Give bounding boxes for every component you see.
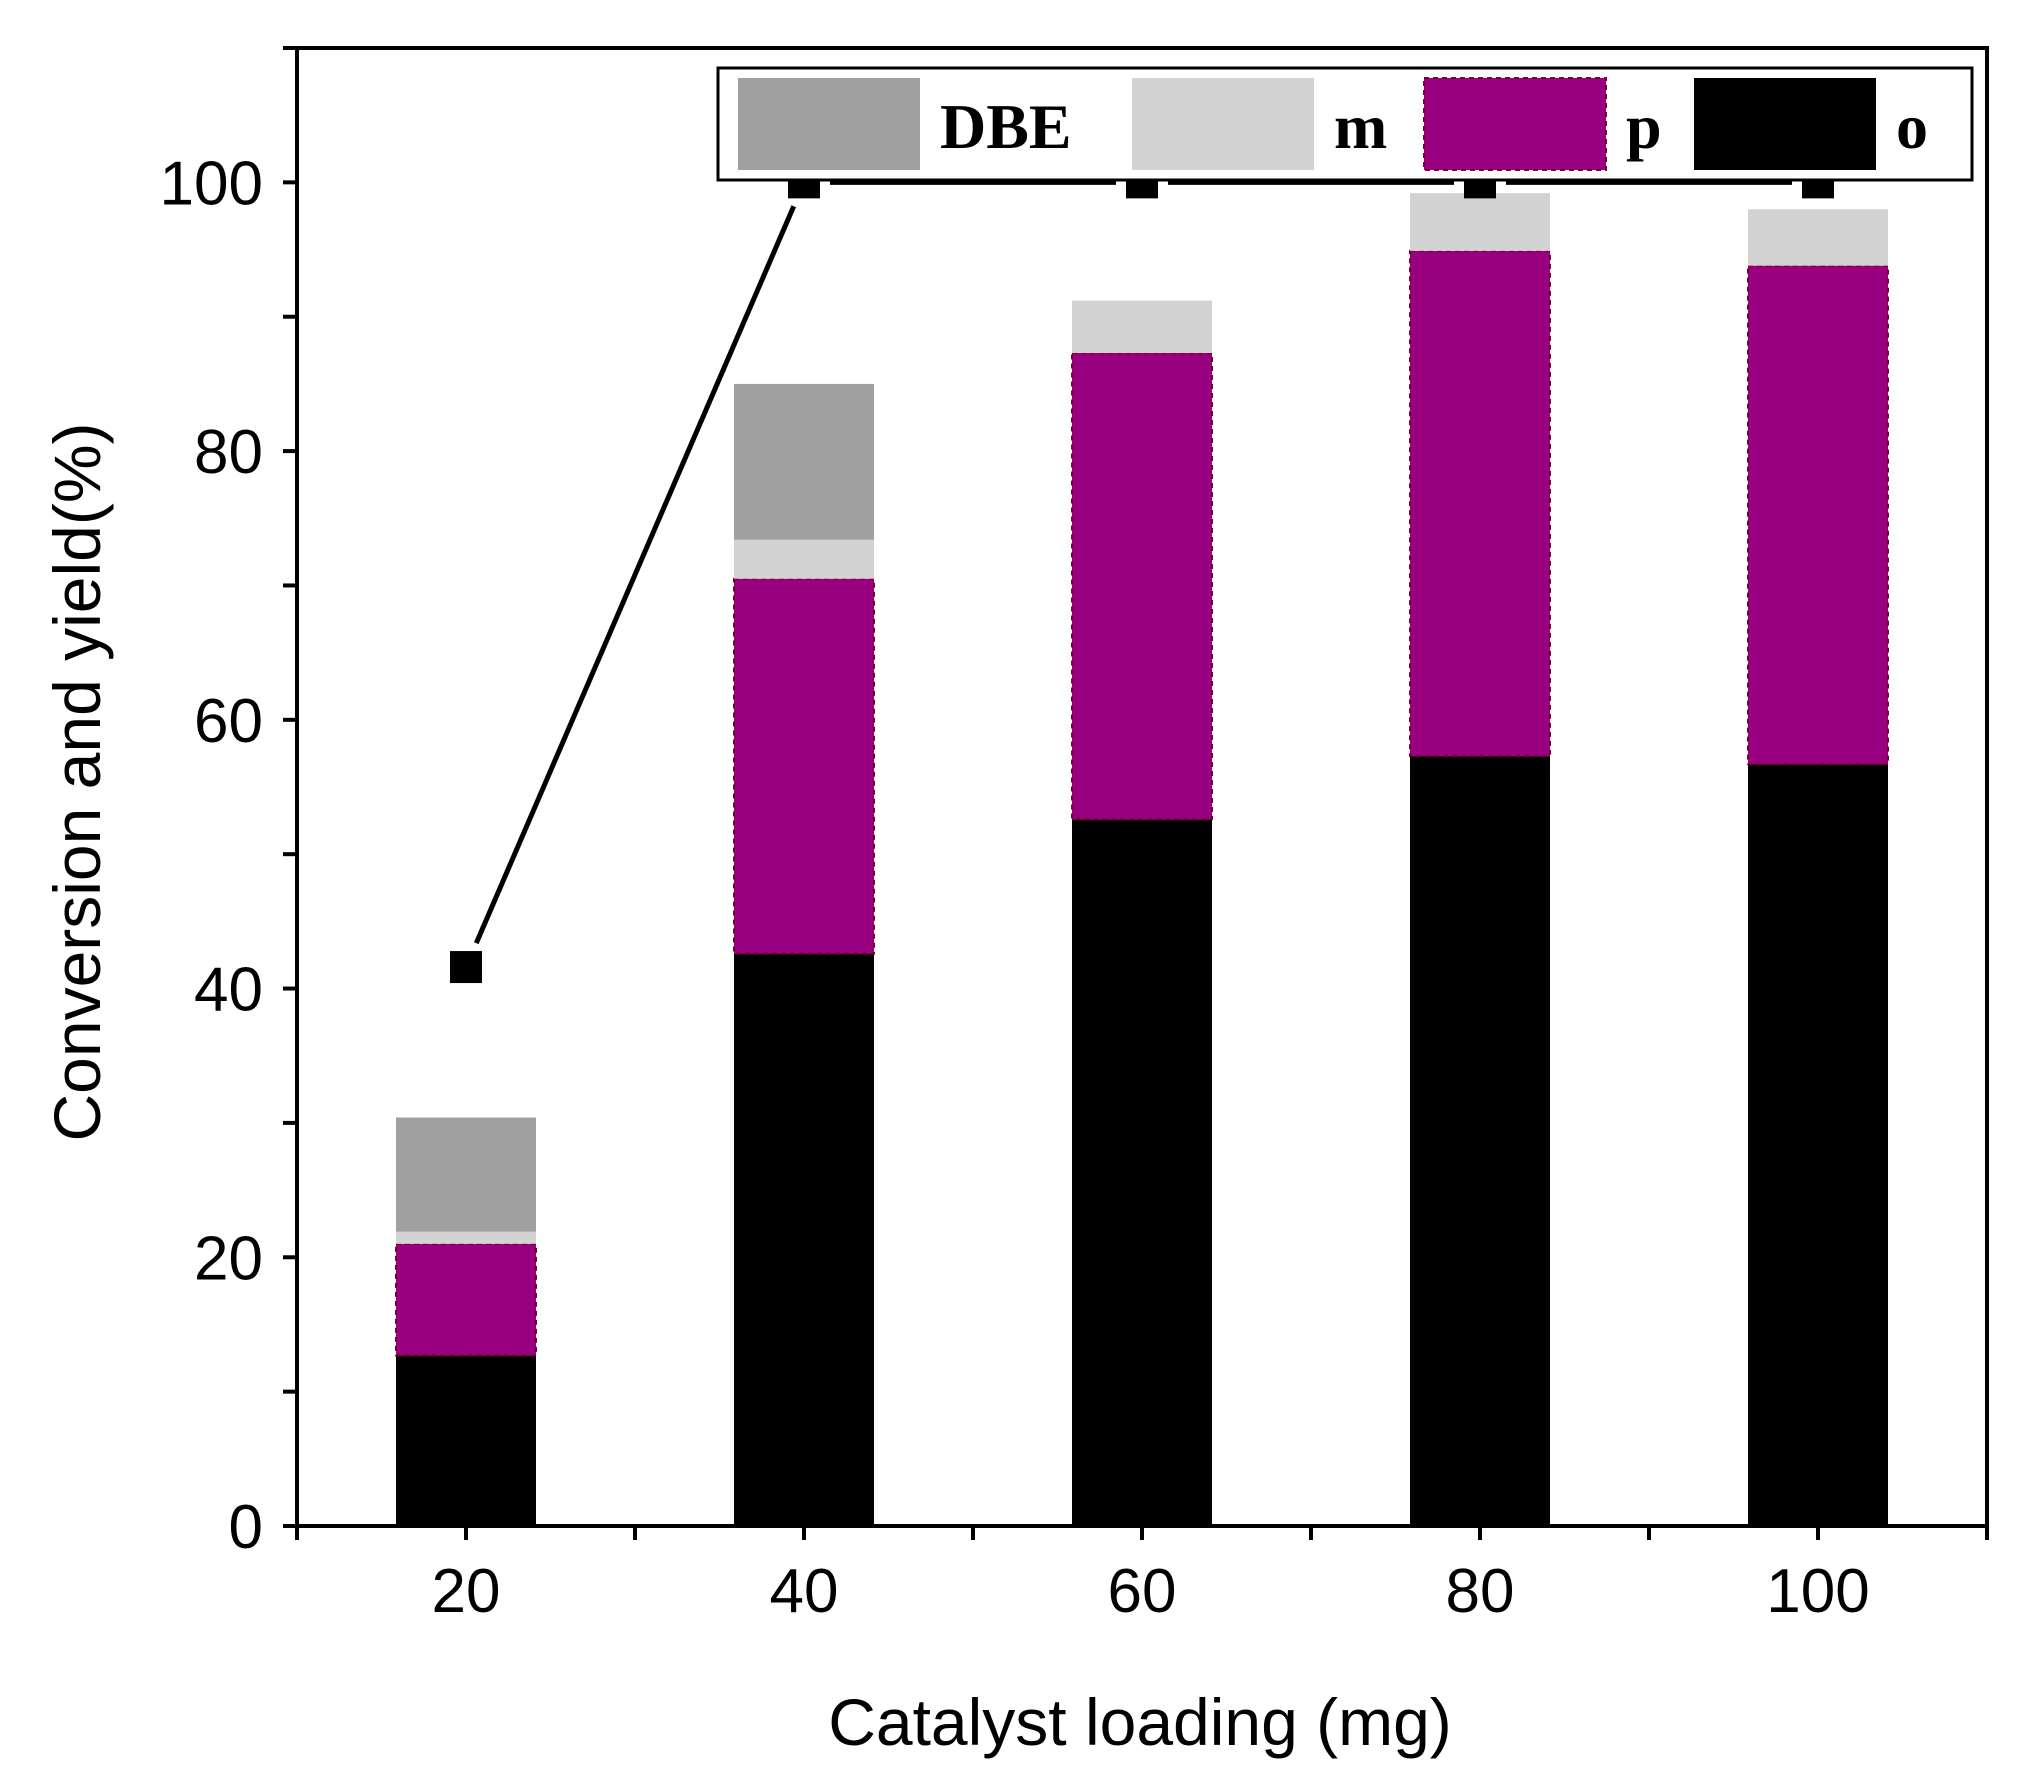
y-axis-title: Conversion and yield(%) (40, 422, 114, 1141)
bars-layer (395, 193, 1889, 1526)
bar-p-80 (1409, 249, 1551, 758)
ticks-layer: 0 20 40 60 80 100 20 40 60 80 100 (160, 46, 1989, 1626)
bar-o-80 (1410, 756, 1550, 1526)
bar-o-20 (396, 1355, 536, 1526)
y-tick-label-100: 100 (160, 149, 263, 218)
legend-swatch-o (1694, 78, 1876, 170)
legend-label-DBE: DBE (940, 91, 1072, 162)
bar-DBE-20 (396, 1117, 536, 1232)
legend-label-o: o (1896, 91, 1928, 162)
x-axis-title: Catalyst loading (mg) (828, 1685, 1452, 1759)
bar-o-40 (734, 953, 874, 1526)
y-tick-label-0: 0 (229, 1493, 263, 1562)
bar-m-80 (1410, 193, 1550, 251)
y-tick-label-40: 40 (194, 956, 263, 1025)
bar-m-100 (1748, 209, 1888, 266)
legend-swatch-p (1423, 77, 1607, 171)
bar-o-60 (1072, 819, 1212, 1526)
bar-m-40 (734, 539, 874, 579)
y-tick-label-80: 80 (194, 418, 263, 487)
x-tick-label-100: 100 (1766, 1557, 1869, 1626)
y-tick-label-60: 60 (194, 687, 263, 756)
bar-DBE-40 (734, 383, 874, 540)
legend-swatch-DBE (738, 78, 920, 170)
bar-p-60 (1071, 352, 1213, 821)
bar-p-40 (733, 577, 875, 955)
legend: DBE m p o (716, 66, 1974, 182)
bar-o-100 (1748, 764, 1888, 1526)
legend-label-p: p (1626, 91, 1662, 162)
conversion-line-segment-1 (473, 205, 797, 945)
legend-label-m: m (1334, 91, 1387, 162)
x-tick-label-20: 20 (432, 1557, 501, 1626)
legend-swatch-m (1132, 78, 1314, 170)
x-tick-label-40: 40 (770, 1557, 839, 1626)
bar-p-100 (1747, 264, 1889, 766)
y-tick-label-20: 20 (194, 1224, 263, 1293)
bar-p-20 (395, 1242, 537, 1357)
bar-m-60 (1072, 300, 1212, 354)
x-tick-label-60: 60 (1108, 1557, 1177, 1626)
conversion-marker-20 (450, 951, 482, 984)
x-tick-label-80: 80 (1446, 1557, 1515, 1626)
bar-m-20 (396, 1231, 536, 1244)
